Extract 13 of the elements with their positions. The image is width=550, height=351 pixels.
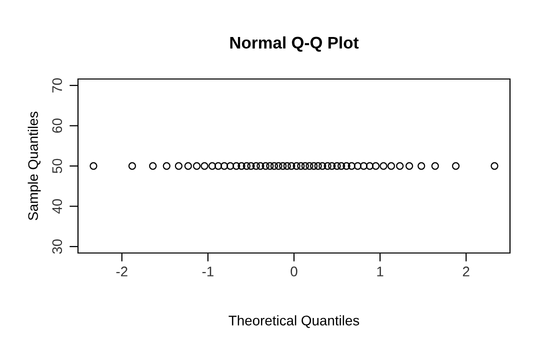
y-tick-label: 50 xyxy=(52,158,62,174)
y-axis-title: Sample Quantiles xyxy=(28,112,41,220)
chart-title: Normal Q-Q Plot xyxy=(230,36,359,52)
x-tick-label: -2 xyxy=(116,266,128,276)
y-tick-label: 70 xyxy=(52,78,62,92)
x-tick-label: 1 xyxy=(377,266,384,276)
y-tick-label: 30 xyxy=(52,239,62,254)
y-tick-label: 40 xyxy=(52,199,62,214)
x-axis-title: Theoretical Quantiles xyxy=(228,315,360,328)
x-tick-label: 0 xyxy=(290,266,298,276)
y-tick-label: 60 xyxy=(52,118,62,133)
x-tick-label: -1 xyxy=(202,266,214,276)
x-tick-label: 2 xyxy=(462,266,470,276)
